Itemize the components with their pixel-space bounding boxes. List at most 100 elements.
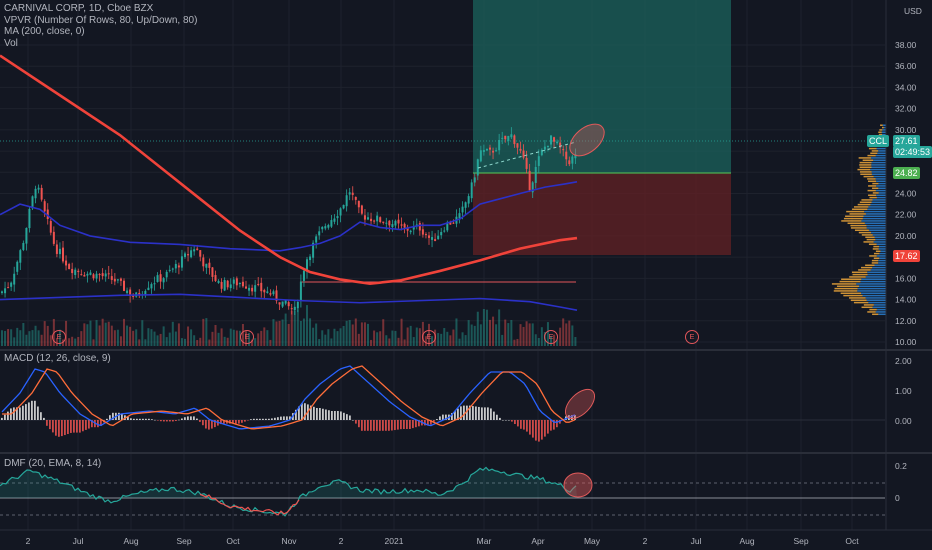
vpvr-bar-down	[871, 150, 879, 152]
candle-body	[208, 262, 211, 268]
macd-histogram-bar	[442, 414, 444, 420]
volume-bar	[129, 326, 132, 346]
earnings-marker[interactable]: E	[544, 330, 558, 344]
highlight-ellipse-macd[interactable]	[560, 384, 600, 424]
volume-bar	[199, 337, 202, 346]
time-tick: Apr	[531, 536, 544, 546]
macd-histogram-bar	[43, 417, 45, 420]
volume-bar	[540, 327, 543, 346]
vpvr-bar-up	[871, 164, 886, 166]
macd-histogram-bar	[310, 405, 312, 420]
volume-bar	[223, 336, 226, 346]
volume-bar	[104, 322, 107, 346]
volume-bar	[177, 323, 180, 346]
volume-bar	[123, 318, 125, 346]
volume-bar	[528, 323, 531, 346]
earnings-marker[interactable]: E	[240, 330, 254, 344]
macd-histogram-bar	[67, 420, 69, 434]
time-tick: Nov	[281, 536, 297, 546]
earnings-marker[interactable]: E	[52, 330, 66, 344]
dmf-legend[interactable]: DMF (20, EMA, 8, 14)	[4, 458, 102, 469]
vpvr-bar-down	[831, 283, 857, 285]
vpvr-bar-down	[868, 147, 877, 150]
candle-body	[534, 166, 537, 183]
vol-legend[interactable]: Vol	[4, 37, 18, 49]
lower-blue-line[interactable]	[0, 293, 578, 311]
macd-histogram-bar	[526, 420, 528, 432]
volume-bar	[461, 332, 464, 346]
vpvr-bar-down	[873, 252, 880, 255]
macd-histogram-bar	[187, 416, 189, 420]
volume-bar	[287, 323, 290, 346]
macd-histogram-bar	[70, 420, 72, 433]
vpvr-bar-up	[867, 273, 886, 276]
volume-bar	[501, 334, 504, 346]
vpvr-bar-up	[877, 152, 886, 155]
candle-body	[446, 222, 449, 231]
highlight-ellipse-dmf[interactable]	[563, 472, 593, 498]
ma-legend[interactable]: MA (200, close, 0)	[4, 26, 85, 37]
macd-axis[interactable]: 2.00 1.00 0.00	[895, 356, 912, 426]
vpvr-bar-down	[859, 161, 872, 164]
candle-body	[354, 197, 357, 200]
vpvr-bar-up	[878, 262, 886, 264]
highlight-ellipse-price[interactable]	[564, 118, 610, 162]
vpvr-bar-up	[871, 161, 886, 164]
candle-body	[257, 283, 260, 285]
symbol-title[interactable]: CARNIVAL CORP, 1D, Cboe BZX	[4, 3, 154, 14]
volume-profile[interactable]	[831, 124, 886, 316]
candle-body	[156, 275, 159, 282]
vpvr-bar-up	[856, 283, 886, 285]
volume-bar	[80, 331, 83, 346]
vpvr-bar-up	[873, 175, 886, 178]
dmf-axis[interactable]: 0.20	[895, 461, 907, 503]
candle-body	[43, 201, 46, 212]
trend-line[interactable]	[477, 141, 577, 169]
earnings-marker[interactable]: E	[685, 330, 699, 344]
earnings-marker[interactable]: E	[422, 330, 436, 344]
macd-histogram-bar	[436, 419, 438, 420]
vpvr-bar-down	[846, 210, 865, 213]
vpvr-legend[interactable]: VPVR (Number Of Rows, 80, Up/Down, 80)	[4, 14, 198, 26]
candle-body	[367, 217, 369, 220]
macd-legend[interactable]: MACD (12, 26, close, 9)	[4, 353, 111, 364]
candle-body	[16, 261, 19, 272]
time-tick: Sep	[793, 536, 808, 546]
volume-bar	[391, 330, 394, 346]
candle-body	[37, 187, 40, 190]
candle-body	[113, 278, 116, 282]
volume-bar	[83, 323, 86, 346]
candle-body	[485, 148, 488, 151]
time-axis[interactable]: 2 Jul Aug Sep Oct Nov 2 2021 Mar Apr May 2 Jul Aug Sep…	[26, 536, 860, 546]
candle-body	[507, 135, 510, 142]
volume-bar	[318, 339, 321, 346]
macd-histogram-bar	[223, 420, 225, 424]
target-zone[interactable]	[473, 0, 731, 173]
signal-line[interactable]	[2, 365, 576, 430]
ma200-line[interactable]	[0, 54, 578, 285]
vpvr-bar-up	[861, 292, 886, 295]
vpvr-bar-down	[875, 250, 881, 253]
symbol-tag[interactable]: CCL	[867, 135, 890, 147]
vpvr-bar-down	[868, 185, 877, 187]
macd-histogram-bar	[316, 408, 318, 420]
stop-zone[interactable]	[473, 173, 731, 255]
vpvr-bar-down	[861, 306, 873, 309]
macd-histogram-bar	[352, 420, 354, 421]
candle-body	[110, 276, 113, 280]
macd-histogram-bar	[556, 420, 558, 428]
vpvr-bar-up	[878, 192, 886, 194]
candle-body	[226, 280, 229, 288]
candle-body	[324, 226, 327, 229]
macd-line[interactable]	[1, 365, 576, 430]
vpvr-bar-down	[880, 124, 883, 127]
macd-histogram-bar	[13, 407, 15, 420]
volume-bar	[565, 323, 568, 346]
volume-bar	[4, 330, 7, 346]
vpvr-bar-up	[873, 304, 886, 306]
volume-bar	[86, 324, 89, 346]
macd-histogram-bar	[1, 417, 3, 420]
blue-average-line[interactable]	[0, 181, 578, 252]
macd-histogram-bar	[466, 405, 468, 420]
